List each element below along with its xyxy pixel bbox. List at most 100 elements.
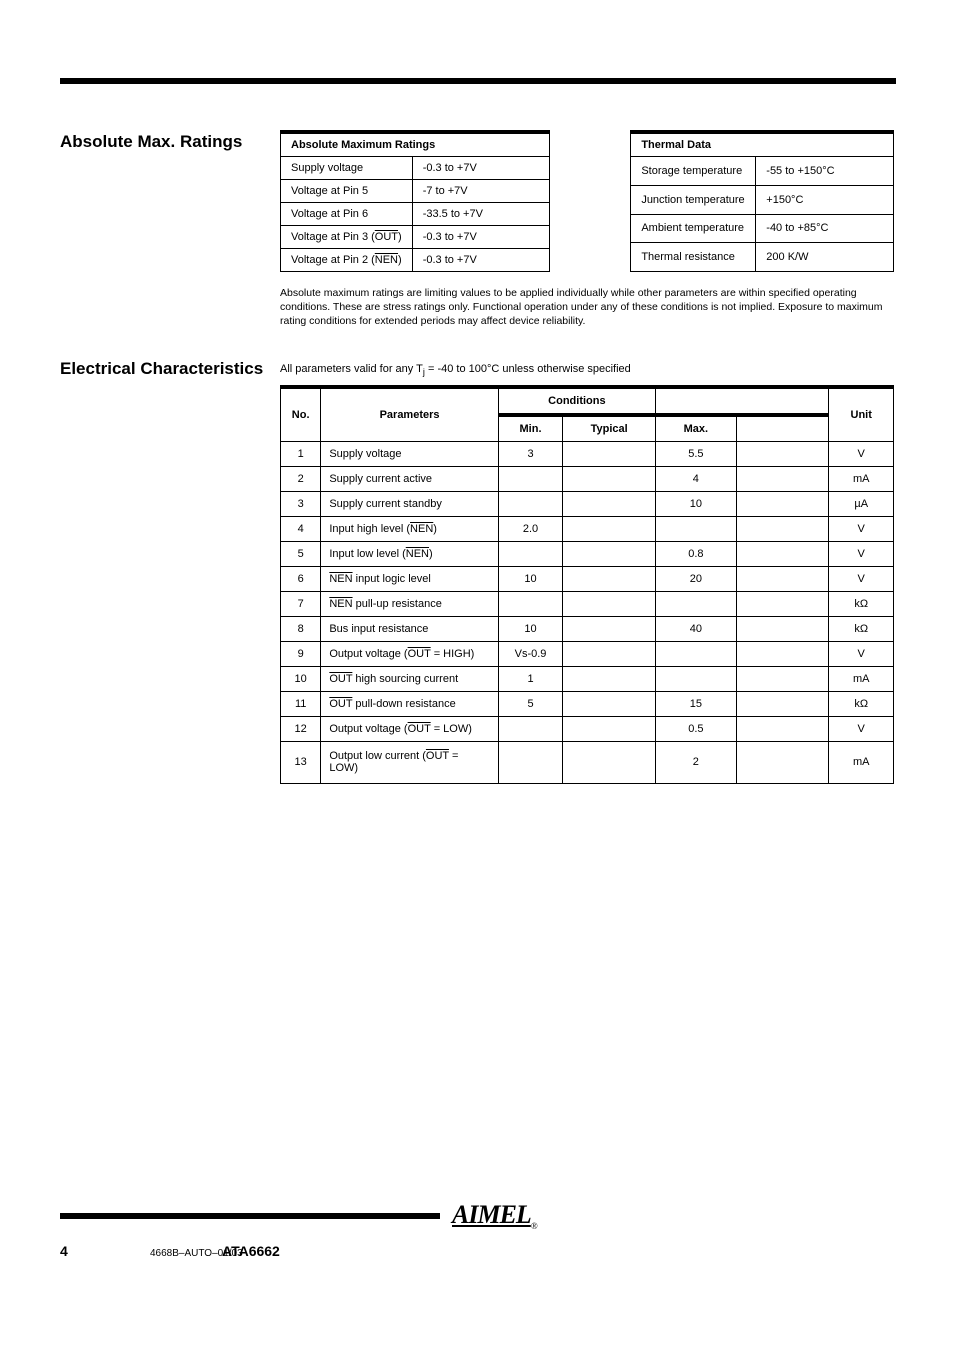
table-row: 8Bus input resistance1040kΩ bbox=[281, 616, 894, 641]
cell-typ bbox=[563, 591, 656, 616]
elec-body: All parameters valid for any Tj = -40 to… bbox=[280, 357, 894, 784]
cell-max: 0.8 bbox=[656, 541, 737, 566]
table-row: 11OUT pull-down resistance515kΩ bbox=[281, 691, 894, 716]
table-row: 9Output voltage (OUT = HIGH)Vs-0.9V bbox=[281, 641, 894, 666]
cell-no: 3 bbox=[281, 491, 321, 516]
cell-param: Supply current active bbox=[321, 466, 498, 491]
cell-unit: kΩ bbox=[829, 691, 894, 716]
cell-param: Bus input resistance bbox=[321, 616, 498, 641]
cell-typ bbox=[563, 691, 656, 716]
abs-max-footnote: Absolute maximum ratings are limiting va… bbox=[280, 286, 888, 329]
cell-unit: mA bbox=[829, 666, 894, 691]
cell-typ bbox=[563, 616, 656, 641]
param-value: +150°C bbox=[756, 185, 894, 214]
cell-min bbox=[498, 591, 563, 616]
cell-min bbox=[498, 541, 563, 566]
cell-typ bbox=[563, 441, 656, 466]
param-value: 200 K/W bbox=[756, 243, 894, 272]
cell-min bbox=[498, 466, 563, 491]
elec-characteristics-table: No. Parameters Conditions Unit Min. Typi… bbox=[280, 385, 894, 784]
cell-min: 10 bbox=[498, 616, 563, 641]
cell-unit: V bbox=[829, 516, 894, 541]
cell-param: NEN pull-up resistance bbox=[321, 591, 498, 616]
param-value: -40 to +85°C bbox=[756, 214, 894, 243]
th-unit: Unit bbox=[829, 387, 894, 442]
cell-typ bbox=[563, 541, 656, 566]
part-title: ATA6662 bbox=[222, 1243, 280, 1259]
cell-no: 2 bbox=[281, 466, 321, 491]
param-value: -7 to +7V bbox=[412, 180, 550, 203]
param-value: -55 to +150°C bbox=[756, 157, 894, 186]
param-name: Voltage at Pin 2 (NEN) bbox=[281, 249, 413, 272]
th-max: Max. bbox=[656, 415, 737, 442]
logo-text: AIMEL bbox=[452, 1200, 531, 1229]
abs-max-body: Absolute Maximum Ratings Supply voltage-… bbox=[280, 130, 894, 329]
elec-label: Electrical Characteristics bbox=[60, 357, 280, 379]
elec-conditions: All parameters valid for any Tj = -40 to… bbox=[280, 363, 894, 377]
cell-no: 8 bbox=[281, 616, 321, 641]
cell-blank bbox=[736, 691, 829, 716]
cell-param: Input low level (NEN) bbox=[321, 541, 498, 566]
table-row: Thermal resistance200 K/W bbox=[631, 243, 894, 272]
table-row: 13Output low current (OUT = LOW)2mA bbox=[281, 741, 894, 783]
cell-blank bbox=[736, 641, 829, 666]
cell-typ bbox=[563, 741, 656, 783]
table-row: Voltage at Pin 3 (OUT)-0.3 to +7V bbox=[281, 226, 550, 249]
param-name: Supply voltage bbox=[281, 157, 413, 180]
cell-blank bbox=[736, 741, 829, 783]
cell-typ bbox=[563, 466, 656, 491]
cell-typ bbox=[563, 566, 656, 591]
cell-max: 2 bbox=[656, 741, 737, 783]
th-conditions: Conditions bbox=[498, 387, 655, 415]
footer: AIMEL® bbox=[60, 1200, 896, 1231]
cell-no: 11 bbox=[281, 691, 321, 716]
param-value: -0.3 to +7V bbox=[412, 157, 550, 180]
table-row: Supply voltage-0.3 to +7V bbox=[281, 157, 550, 180]
table-row: Voltage at Pin 6-33.5 to +7V bbox=[281, 203, 550, 226]
cell-unit: kΩ bbox=[829, 616, 894, 641]
cell-unit: V bbox=[829, 566, 894, 591]
cell-min: 10 bbox=[498, 566, 563, 591]
cell-unit: V bbox=[829, 641, 894, 666]
section-elec: Electrical Characteristics All parameter… bbox=[60, 357, 894, 784]
cell-min: 5 bbox=[498, 691, 563, 716]
table-row: Junction temperature+150°C bbox=[631, 185, 894, 214]
cond-range: = -40 to 100°C unless otherwise specifie… bbox=[425, 363, 631, 375]
table-row: 5Input low level (NEN)0.8V bbox=[281, 541, 894, 566]
cell-unit: mA bbox=[829, 466, 894, 491]
cell-unit: V bbox=[829, 716, 894, 741]
th-min: Min. bbox=[498, 415, 563, 442]
cell-max bbox=[656, 516, 737, 541]
table-row: 4Input high level (NEN)2.0V bbox=[281, 516, 894, 541]
cell-param: NEN input logic level bbox=[321, 566, 498, 591]
cell-param: Supply current standby bbox=[321, 491, 498, 516]
thermal-data-header: Thermal Data bbox=[631, 132, 894, 157]
table-row: Storage temperature-55 to +150°C bbox=[631, 157, 894, 186]
cell-blank bbox=[736, 566, 829, 591]
cell-typ bbox=[563, 641, 656, 666]
cell-unit: mA bbox=[829, 741, 894, 783]
page-number: 4 bbox=[60, 1243, 68, 1259]
cell-max bbox=[656, 666, 737, 691]
cell-blank bbox=[736, 616, 829, 641]
cell-min: 2.0 bbox=[498, 516, 563, 541]
cell-max: 15 bbox=[656, 691, 737, 716]
th-blank2 bbox=[736, 415, 829, 442]
section-abs-max: Absolute Max. Ratings Absolute Maximum R… bbox=[60, 130, 894, 329]
table-row: 6NEN input logic level1020V bbox=[281, 566, 894, 591]
table-row: 1Supply voltage35.5V bbox=[281, 441, 894, 466]
cell-min: Vs-0.9 bbox=[498, 641, 563, 666]
cell-min: 3 bbox=[498, 441, 563, 466]
cell-max: 5.5 bbox=[656, 441, 737, 466]
abs-max-two-tables: Absolute Maximum Ratings Supply voltage-… bbox=[280, 130, 894, 272]
cell-typ bbox=[563, 666, 656, 691]
table-row: Voltage at Pin 5-7 to +7V bbox=[281, 180, 550, 203]
table-row: 3Supply current standby10µA bbox=[281, 491, 894, 516]
cell-blank bbox=[736, 516, 829, 541]
cell-typ bbox=[563, 516, 656, 541]
th-parameters: Parameters bbox=[321, 387, 498, 442]
cell-no: 1 bbox=[281, 441, 321, 466]
logo-reg: ® bbox=[531, 1221, 537, 1231]
cell-unit: V bbox=[829, 541, 894, 566]
table-row: Voltage at Pin 2 (NEN)-0.3 to +7V bbox=[281, 249, 550, 272]
